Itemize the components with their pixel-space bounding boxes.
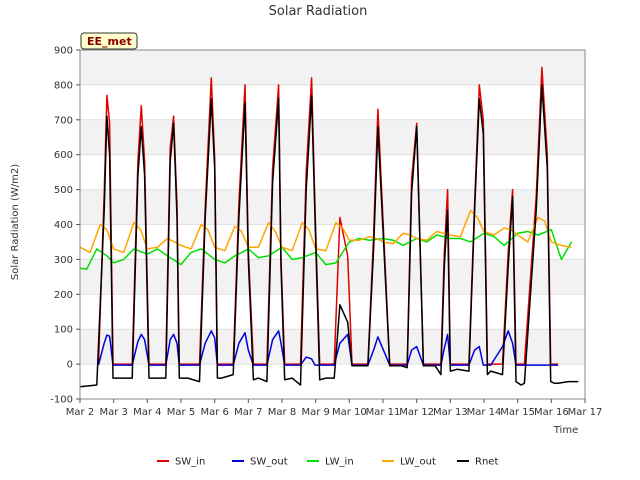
- x-tick-label: Mar 10: [332, 407, 367, 418]
- y-tick-label: 500: [54, 185, 73, 196]
- legend-label: SW_out: [250, 457, 288, 468]
- x-tick-label: Mar 5: [167, 407, 195, 418]
- series-line-lw-out: [79, 209, 572, 254]
- x-tick-label: Mar 6: [200, 407, 228, 418]
- y-tick-label: 100: [54, 325, 73, 336]
- y-tick-label: 400: [54, 220, 73, 231]
- legend: SW_in SW_out LW_in LW_out Rnet: [157, 457, 498, 468]
- x-ticks-group: Mar 2 Mar 3 Mar 4 Mar 5 Mar 6 Mar 7 Mar 8 Mar 9…: [66, 399, 603, 418]
- legend-label: Rnet: [475, 457, 498, 468]
- plot-band: [80, 119, 585, 155]
- station-badge: EE_met: [80, 32, 138, 50]
- x-tick-label: Mar 12: [399, 407, 434, 418]
- plot-band: [80, 294, 585, 330]
- x-tick-label: Mar 14: [467, 407, 502, 418]
- x-tick-label: Mar 7: [234, 407, 262, 418]
- x-tick-label: Mar 2: [66, 407, 94, 418]
- y-tick-label: -100: [50, 395, 73, 406]
- x-tick-label: Mar 15: [500, 407, 535, 418]
- chart-title: Solar Radiation: [269, 4, 368, 19]
- x-tick-label: Mar 11: [366, 407, 401, 418]
- y-ticks-group: -100 0 100 200 300 400 500 600 700 800 900: [50, 46, 80, 406]
- x-tick-label: Mar 16: [534, 407, 569, 418]
- legend-label: LW_in: [325, 457, 354, 468]
- x-tick-label: Mar 4: [133, 407, 161, 418]
- y-tick-label: 900: [54, 46, 73, 57]
- y-axis-label: Solar Radiation (W/m2): [10, 164, 21, 280]
- y-tick-label: 200: [54, 290, 73, 301]
- y-tick-label: 600: [54, 150, 73, 161]
- x-tick-label: Mar 3: [99, 407, 127, 418]
- plot-band: [80, 259, 585, 295]
- y-tick-label: 300: [54, 255, 73, 266]
- plot-band: [80, 189, 585, 225]
- plot-band: [80, 329, 585, 365]
- station-label: EE_met: [87, 35, 132, 48]
- x-tick-label: Mar 9: [301, 407, 329, 418]
- y-tick-label: 0: [67, 360, 73, 371]
- series-line-lw-in: [79, 228, 573, 270]
- y-tick-label: 800: [54, 80, 73, 91]
- x-tick-label: Mar 8: [268, 407, 296, 418]
- legend-label: SW_in: [175, 457, 205, 468]
- plot-band: [80, 50, 585, 85]
- x-tick-label: Mar 17: [568, 407, 603, 418]
- x-axis-label: Time: [553, 425, 578, 436]
- y-tick-label: 700: [54, 115, 73, 126]
- plot-band: [80, 154, 585, 190]
- series-line-rnet: [79, 84, 579, 388]
- plot-band: [80, 364, 585, 399]
- x-tick-label: Mar 13: [433, 407, 468, 418]
- series-group: [79, 66, 579, 388]
- legend-label: LW_out: [400, 457, 436, 468]
- plot-band: [80, 84, 585, 120]
- station-badge-box: [80, 32, 138, 50]
